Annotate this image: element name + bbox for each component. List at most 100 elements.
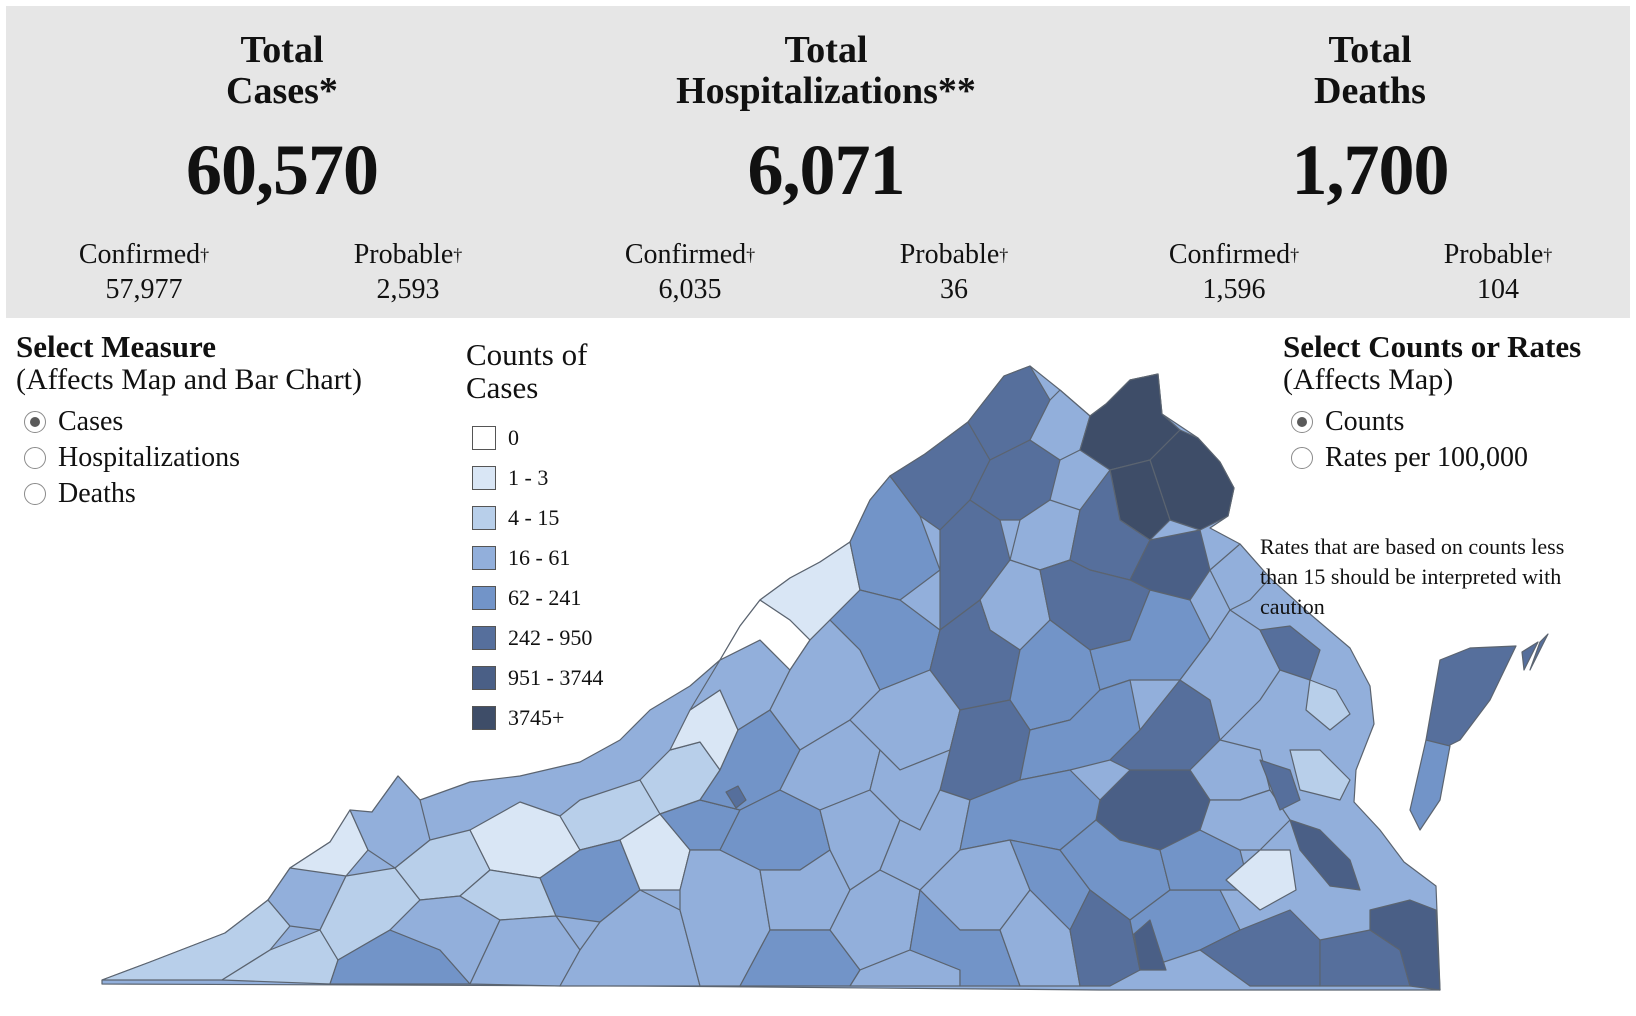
- select-counts-rates-title: Select Counts or Rates: [1283, 329, 1582, 364]
- legend-swatch: [472, 666, 496, 690]
- legend-item: 62 - 241: [466, 578, 603, 618]
- deaths-probable: Probable† 104: [1398, 238, 1598, 308]
- deaths-confirmed: Confirmed† 1,596: [1134, 238, 1334, 308]
- measure-option-deaths[interactable]: Deaths: [16, 476, 362, 512]
- option-rates-per-100000[interactable]: Rates per 100,000: [1283, 440, 1581, 476]
- county[interactable]: [725, 785, 747, 809]
- select-measure-subtitle: (Affects Map and Bar Chart): [16, 363, 362, 396]
- county[interactable]: [1521, 641, 1539, 671]
- legend-title: Counts of Cases: [466, 337, 588, 405]
- county[interactable]: [1133, 919, 1167, 971]
- county[interactable]: [1209, 543, 1271, 611]
- legend-swatch: [472, 706, 496, 730]
- deaths-confirmed-value: 1,596: [1202, 274, 1266, 305]
- rates-caution-note: Rates that are based on counts less than…: [1260, 534, 1565, 619]
- total-hospitalizations-value: 6,071: [747, 130, 906, 210]
- legend-swatch: [472, 426, 496, 450]
- total-cases-value: 60,570: [186, 130, 379, 210]
- county[interactable]: [1305, 679, 1351, 731]
- county[interactable]: [1289, 749, 1351, 801]
- legend-swatch: [472, 626, 496, 650]
- select-measure-title: Select Measure: [16, 329, 216, 364]
- dagger-mark: †: [453, 245, 463, 265]
- cases-probable-value: 2,593: [376, 274, 440, 305]
- cases-probable: Probable† 2,593: [308, 238, 508, 308]
- county[interactable]: [1259, 625, 1321, 681]
- deaths-probable-value: 104: [1477, 274, 1519, 305]
- total-deaths-title: Total Deaths: [1314, 29, 1426, 112]
- hospitalizations-probable-value: 36: [940, 274, 968, 305]
- county[interactable]: [1425, 645, 1517, 751]
- dagger-mark: †: [999, 245, 1009, 265]
- deaths-confirmed-label: Confirmed: [1168, 239, 1291, 270]
- legend-item: 4 - 15: [466, 498, 603, 538]
- legend-label: 62 - 241: [508, 585, 582, 610]
- legend-label: 3745+: [508, 705, 565, 730]
- radio-unchecked-icon[interactable]: [24, 447, 46, 469]
- county[interactable]: [1259, 759, 1301, 811]
- measure-option-hospitalizations[interactable]: Hospitalizations: [16, 440, 362, 476]
- legend-label: 0: [508, 425, 519, 450]
- legend-swatch: [472, 506, 496, 530]
- legend-item: 3745+: [466, 698, 603, 738]
- legend-swatch: [472, 466, 496, 490]
- legend-label: 4 - 15: [508, 505, 560, 530]
- legend-swatch: [472, 546, 496, 570]
- legend-item: 951 - 3744: [466, 658, 603, 698]
- legend-label: 16 - 61: [508, 545, 571, 570]
- cases-confirmed: Confirmed† 57,977: [44, 238, 244, 308]
- county[interactable]: [1225, 849, 1297, 911]
- measure-option-label: Deaths: [58, 478, 136, 509]
- select-measure-panel: Select Measure (Affects Map and Bar Char…: [16, 330, 362, 512]
- legend-items: 0 1 - 3 4 - 15 16 - 61 62 - 241 242 - 95…: [466, 418, 603, 738]
- map-legend: Counts of Cases 0 1 - 3 4 - 15 16 - 61 6…: [466, 338, 603, 738]
- radio-checked-icon[interactable]: [24, 411, 46, 433]
- radio-unchecked-icon[interactable]: [1291, 447, 1313, 469]
- dagger-mark: †: [1290, 245, 1300, 265]
- county[interactable]: [1529, 633, 1549, 671]
- radio-checked-icon[interactable]: [1291, 411, 1313, 433]
- total-deaths-value: 1,700: [1291, 130, 1450, 210]
- dagger-mark: †: [1543, 245, 1553, 265]
- legend-swatch: [472, 586, 496, 610]
- hospitalizations-confirmed-label: Confirmed: [624, 239, 747, 270]
- county[interactable]: [1149, 429, 1235, 531]
- county[interactable]: [1369, 899, 1441, 991]
- total-cases-stat: Total Cases* 60,570: [22, 6, 542, 211]
- total-hospitalizations-title: Total Hospitalizations**: [676, 29, 976, 112]
- rates-option-label: Rates per 100,000: [1325, 442, 1528, 473]
- measure-radio-group: Cases Hospitalizations Deaths: [16, 404, 362, 512]
- county[interactable]: [1289, 819, 1361, 891]
- measure-option-label: Hospitalizations: [58, 442, 240, 473]
- county[interactable]: [349, 775, 431, 869]
- cases-probable-label: Probable: [353, 239, 454, 270]
- counts-rates-radio-group: Counts Rates per 100,000: [1283, 404, 1581, 476]
- counts-option-label: Counts: [1325, 406, 1405, 437]
- measure-option-label: Cases: [58, 406, 124, 437]
- county[interactable]: [1179, 609, 1281, 741]
- total-deaths-stat: Total Deaths 1,700: [1110, 6, 1630, 211]
- total-cases-title: Total Cases*: [226, 29, 338, 112]
- legend-label: 1 - 3: [508, 465, 549, 490]
- radio-unchecked-icon[interactable]: [24, 483, 46, 505]
- county[interactable]: [1409, 739, 1451, 831]
- cases-confirmed-label: Confirmed: [78, 239, 201, 270]
- virginia-county-map[interactable]: [0, 330, 1636, 1016]
- hospitalizations-confirmed: Confirmed† 6,035: [590, 238, 790, 308]
- select-counts-rates-subtitle: (Affects Map): [1283, 363, 1454, 396]
- legend-item: 242 - 950: [466, 618, 603, 658]
- legend-label: 951 - 3744: [508, 665, 604, 690]
- deaths-probable-label: Probable: [1443, 239, 1544, 270]
- dagger-mark: †: [746, 245, 756, 265]
- legend-item: 16 - 61: [466, 538, 603, 578]
- hospitalizations-probable: Probable† 36: [854, 238, 1054, 308]
- select-counts-rates-panel: Select Counts or Rates (Affects Map) Cou…: [1283, 330, 1581, 476]
- total-hospitalizations-stat: Total Hospitalizations** 6,071: [566, 6, 1086, 211]
- measure-option-cases[interactable]: Cases: [16, 404, 362, 440]
- legend-label: 242 - 950: [508, 625, 593, 650]
- legend-item: 0: [466, 418, 603, 458]
- option-counts[interactable]: Counts: [1283, 404, 1581, 440]
- hospitalizations-probable-label: Probable: [899, 239, 1000, 270]
- cases-confirmed-value: 57,977: [105, 274, 183, 305]
- summary-panel: Total Cases* 60,570 Total Hospitalizatio…: [6, 6, 1630, 318]
